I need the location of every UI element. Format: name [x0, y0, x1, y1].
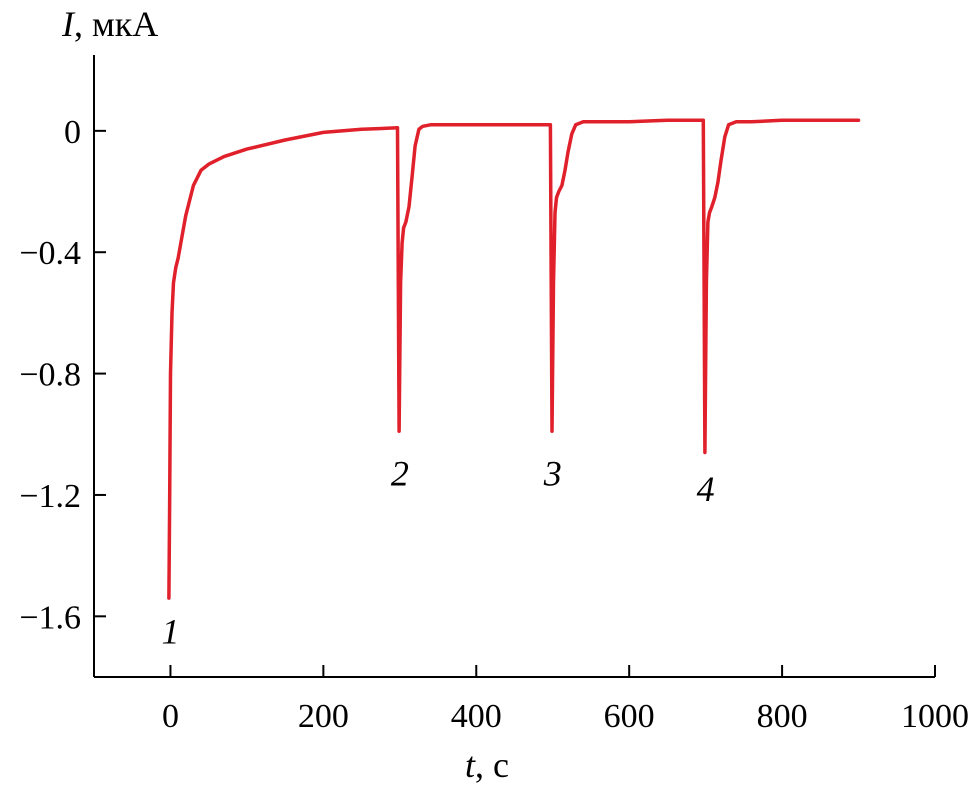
curve-label-4: 4 — [697, 469, 715, 509]
y-axis-unit: , мкА — [74, 4, 158, 44]
x-axis-var: t — [465, 745, 476, 785]
x-tick-label: 0 — [162, 698, 179, 735]
series-line-0 — [167, 118, 861, 600]
annotations: 1 2 3 4 — [161, 454, 714, 652]
y-tick-label: 0 — [64, 114, 81, 151]
curve-label-2: 2 — [391, 454, 409, 494]
curve-label-1: 1 — [161, 611, 179, 651]
x-axis-unit: , с — [475, 745, 509, 785]
x-tick-label: 800 — [757, 698, 808, 735]
axes — [93, 55, 935, 678]
x-tick-label: 1000 — [901, 698, 969, 735]
series-layer — [167, 118, 861, 600]
y-tick-label: −1.6 — [19, 599, 81, 636]
x-tick-label: 200 — [298, 698, 349, 735]
y-tick-label: −1.2 — [19, 478, 81, 515]
y-tick-label: −0.4 — [19, 235, 81, 272]
ticks: 0 200 400 600 800 1000 0 −0.4 −0.8 −1.2 −1.6 — [19, 114, 969, 735]
y-axis-title: I, мкА — [61, 4, 158, 44]
curve-label-3: 3 — [543, 454, 562, 494]
x-axis-title: t, с — [465, 745, 509, 785]
x-tick-label: 600 — [604, 698, 655, 735]
y-axis-var: I — [61, 4, 76, 44]
y-tick-label: −0.8 — [19, 357, 81, 394]
x-tick-label: 400 — [451, 698, 502, 735]
